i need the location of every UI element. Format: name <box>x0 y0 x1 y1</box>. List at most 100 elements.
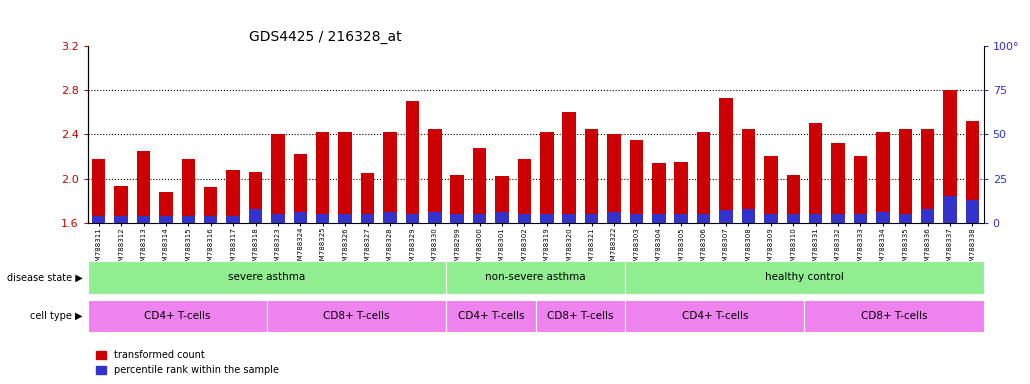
Bar <box>267 300 446 332</box>
Text: CD8+ T-cells: CD8+ T-cells <box>323 311 389 321</box>
Bar <box>383 132 397 223</box>
Text: CD4+ T-cells: CD4+ T-cells <box>144 311 210 321</box>
Bar <box>625 261 984 294</box>
Bar <box>339 132 352 223</box>
Bar <box>446 261 625 294</box>
Bar <box>406 214 419 223</box>
Bar <box>787 175 800 223</box>
Bar <box>675 214 688 223</box>
Bar <box>742 209 755 223</box>
Bar <box>540 132 553 223</box>
Bar <box>585 129 598 223</box>
Bar <box>450 175 464 223</box>
Bar <box>697 214 711 223</box>
Bar <box>877 212 890 223</box>
Bar <box>249 209 263 223</box>
Bar <box>943 90 957 223</box>
Bar <box>562 214 576 223</box>
Bar <box>675 162 688 223</box>
Text: CD8+ T-cells: CD8+ T-cells <box>861 311 927 321</box>
Bar <box>809 123 822 223</box>
Bar <box>495 212 509 223</box>
Bar <box>316 132 330 223</box>
Bar <box>877 132 890 223</box>
Bar <box>271 214 284 223</box>
Bar <box>697 132 711 223</box>
Bar <box>921 129 934 223</box>
Bar <box>809 214 822 223</box>
Bar <box>181 159 195 223</box>
Bar <box>473 148 486 223</box>
Bar <box>92 216 105 223</box>
Bar <box>406 101 419 223</box>
Bar <box>88 300 267 332</box>
Bar <box>383 212 397 223</box>
Bar <box>719 98 732 223</box>
Legend: transformed count, percentile rank within the sample: transformed count, percentile rank withi… <box>93 346 282 379</box>
Bar <box>227 216 240 223</box>
Text: cell type ▶: cell type ▶ <box>30 311 82 321</box>
Bar <box>562 112 576 223</box>
Text: CD4+ T-cells: CD4+ T-cells <box>457 311 524 321</box>
Bar <box>854 214 867 223</box>
Bar <box>339 214 352 223</box>
Text: disease state ▶: disease state ▶ <box>6 272 82 283</box>
Text: healthy control: healthy control <box>765 272 844 283</box>
Bar <box>854 157 867 223</box>
Bar <box>137 151 150 223</box>
Bar <box>536 300 625 332</box>
Bar <box>446 300 536 332</box>
Bar <box>898 129 912 223</box>
Bar <box>428 129 442 223</box>
Bar <box>88 261 446 294</box>
Text: non-severe asthma: non-severe asthma <box>485 272 586 283</box>
Bar <box>450 214 464 223</box>
Bar <box>608 134 621 223</box>
Bar <box>764 214 778 223</box>
Bar <box>160 216 173 223</box>
Bar <box>831 214 845 223</box>
Bar <box>271 134 284 223</box>
Bar <box>804 300 984 332</box>
Text: GDS4425 / 216328_at: GDS4425 / 216328_at <box>249 30 402 44</box>
Bar <box>585 214 598 223</box>
Bar <box>428 212 442 223</box>
Bar <box>92 159 105 223</box>
Bar <box>966 121 980 223</box>
Bar <box>473 214 486 223</box>
Bar <box>540 214 553 223</box>
Bar <box>204 216 217 223</box>
Bar <box>249 172 263 223</box>
Bar <box>831 143 845 223</box>
Bar <box>742 129 755 223</box>
Bar <box>787 214 800 223</box>
Text: severe asthma: severe asthma <box>229 272 306 283</box>
Bar <box>495 176 509 223</box>
Bar <box>294 212 307 223</box>
Bar <box>943 196 957 223</box>
Bar <box>921 209 934 223</box>
Bar <box>204 187 217 223</box>
Bar <box>518 159 531 223</box>
Bar <box>114 186 128 223</box>
Bar <box>652 163 665 223</box>
Bar <box>629 140 643 223</box>
Text: CD8+ T-cells: CD8+ T-cells <box>547 311 614 321</box>
Bar <box>114 216 128 223</box>
Bar <box>625 300 804 332</box>
Bar <box>137 216 150 223</box>
Bar <box>316 214 330 223</box>
Bar <box>966 200 980 223</box>
Bar <box>181 216 195 223</box>
Bar <box>360 173 374 223</box>
Bar <box>629 214 643 223</box>
Bar <box>764 157 778 223</box>
Text: CD4+ T-cells: CD4+ T-cells <box>682 311 748 321</box>
Bar <box>652 214 665 223</box>
Bar <box>360 214 374 223</box>
Bar <box>294 154 307 223</box>
Bar <box>518 214 531 223</box>
Bar <box>227 170 240 223</box>
Bar <box>160 192 173 223</box>
Bar <box>719 210 732 223</box>
